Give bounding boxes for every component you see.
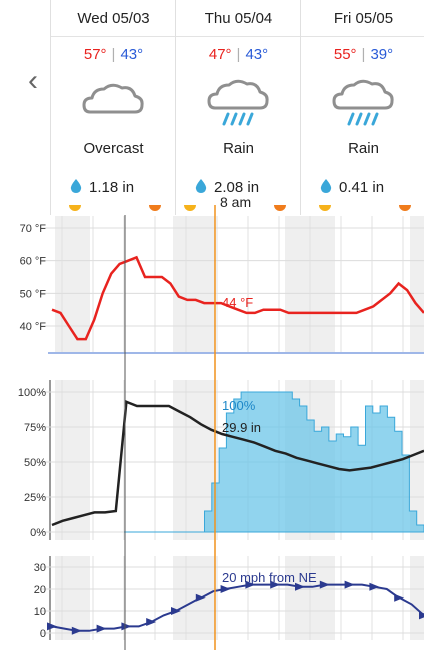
wind-arrow-icon [71,626,82,635]
overcast-cloud-icon [82,83,144,114]
wind-axis: 30 20 10 0 [34,562,424,640]
precip-amount: 1.18 in [69,178,134,196]
sunrise-icon [184,205,196,211]
condition-text: Overcast [83,140,144,157]
wind-arrow-icon [171,607,181,615]
humidity-line [51,400,424,527]
wind-arrow-icon [146,618,157,626]
wind-arrow-icon [319,580,330,589]
tick-label: 60 °F [20,256,47,268]
raindrop-icon [195,179,207,193]
low-temp: 39° [370,46,394,63]
high-temp: 47° [208,46,232,63]
sunset-icon [274,205,286,211]
tick-label: 50 °F [20,288,47,300]
cursor-time-label: 8 am [217,194,255,210]
amount-readout: 29.9 in [222,420,261,435]
wind-arrow-icon [295,582,305,591]
tick-label: 0 [40,628,46,640]
rain-cloud-icon [332,79,394,126]
wind-arrow-icon [270,580,281,589]
tick-label: 100% [18,387,46,399]
temperature-chart: 70 °F 60 °F 50 °F 40 °F 44 °F [20,223,424,354]
divider [51,36,176,37]
raindrop-icon [320,179,332,193]
temp-separator: | [236,46,241,63]
precip-readout: 100% [222,398,256,413]
previous-days-button[interactable]: ‹ [28,64,38,97]
day-temps: 55° | 39° [301,46,424,63]
night-band [55,380,90,540]
tick-label: 0% [30,527,46,539]
wind-arrow-icon [245,580,256,589]
low-temp: 43° [245,46,269,63]
divider [301,36,424,37]
high-temp: 57° [83,46,107,63]
tick-label: 75% [24,422,46,434]
wind-direction-markers [47,580,424,635]
wind-line [51,583,424,632]
rain-cloud-icon [207,79,269,126]
high-temp: 55° [333,46,357,63]
night-band [410,556,424,640]
temperature-line [51,255,424,341]
day-column[interactable]: Thu 05/04 47° | 43° Rain 2.08 in [175,0,301,215]
day-column[interactable]: Wed 05/03 57° | 43° Overcast 1.18 in [50,0,176,215]
sun-markers [319,205,411,211]
tick-label: 25% [24,492,46,504]
day-column[interactable]: Fri 05/05 55° | 39° Rain 0.41 in [300,0,424,215]
tick-label: 40 °F [20,321,47,333]
wind-arrow-icon [394,593,405,602]
low-temp: 43° [120,46,144,63]
night-band [173,556,215,640]
divider [176,36,301,37]
night-band [173,216,215,353]
precip-value: 0.41 in [339,179,385,196]
tick-label: 70 °F [20,223,47,235]
night-band [410,380,424,540]
wind-arrow-icon [369,582,380,591]
night-band [410,216,424,353]
condition-text: Rain [348,140,379,157]
precip-amount: 0.41 in [319,178,384,196]
left-rail [0,0,50,215]
wind-arrow-icon [344,580,355,589]
temperature-readout: 44 °F [222,295,253,310]
precip-humidity-chart: 100% 75% 50% 25% 0% 100% 29.9 in [18,387,424,539]
wind-chart: 30 20 10 0 20 mph from NE [34,562,424,640]
wind-arrow-icon [47,622,57,631]
wind-arrow-icon [419,611,424,620]
temp-separator: | [361,46,366,63]
wind-arrow-icon [195,593,206,602]
tick-label: 30 [34,562,46,574]
sunset-icon [399,205,411,211]
night-band [55,556,90,640]
precip-chance-area [124,391,424,533]
sunset-icon [149,205,161,211]
wind-arrow-icon [121,622,132,631]
precip-amount: 2.08 in [194,178,259,196]
temp-separator: | [111,46,116,63]
precip-value: 1.18 in [89,179,135,196]
sunrise-icon [319,205,331,211]
tick-label: 10 [34,606,46,618]
tick-label: 20 [34,584,46,596]
day-date: Fri 05/05 [333,10,394,27]
wind-arrow-icon [220,585,231,593]
wind-arrow-icon [96,624,107,633]
wind-readout: 20 mph from NE [222,570,317,585]
sunrise-icon [69,205,81,211]
day-temps: 47° | 43° [176,46,301,63]
sun-markers [69,205,161,211]
condition-text: Rain [223,140,254,157]
sun-markers [184,205,286,211]
tick-label: 50% [24,457,46,469]
precip-value: 2.08 in [214,179,260,196]
day-date: Thu 05/04 [204,10,273,27]
raindrop-icon [70,179,82,193]
day-temps: 57° | 43° [51,46,176,63]
day-date: Wed 05/03 [77,10,150,27]
